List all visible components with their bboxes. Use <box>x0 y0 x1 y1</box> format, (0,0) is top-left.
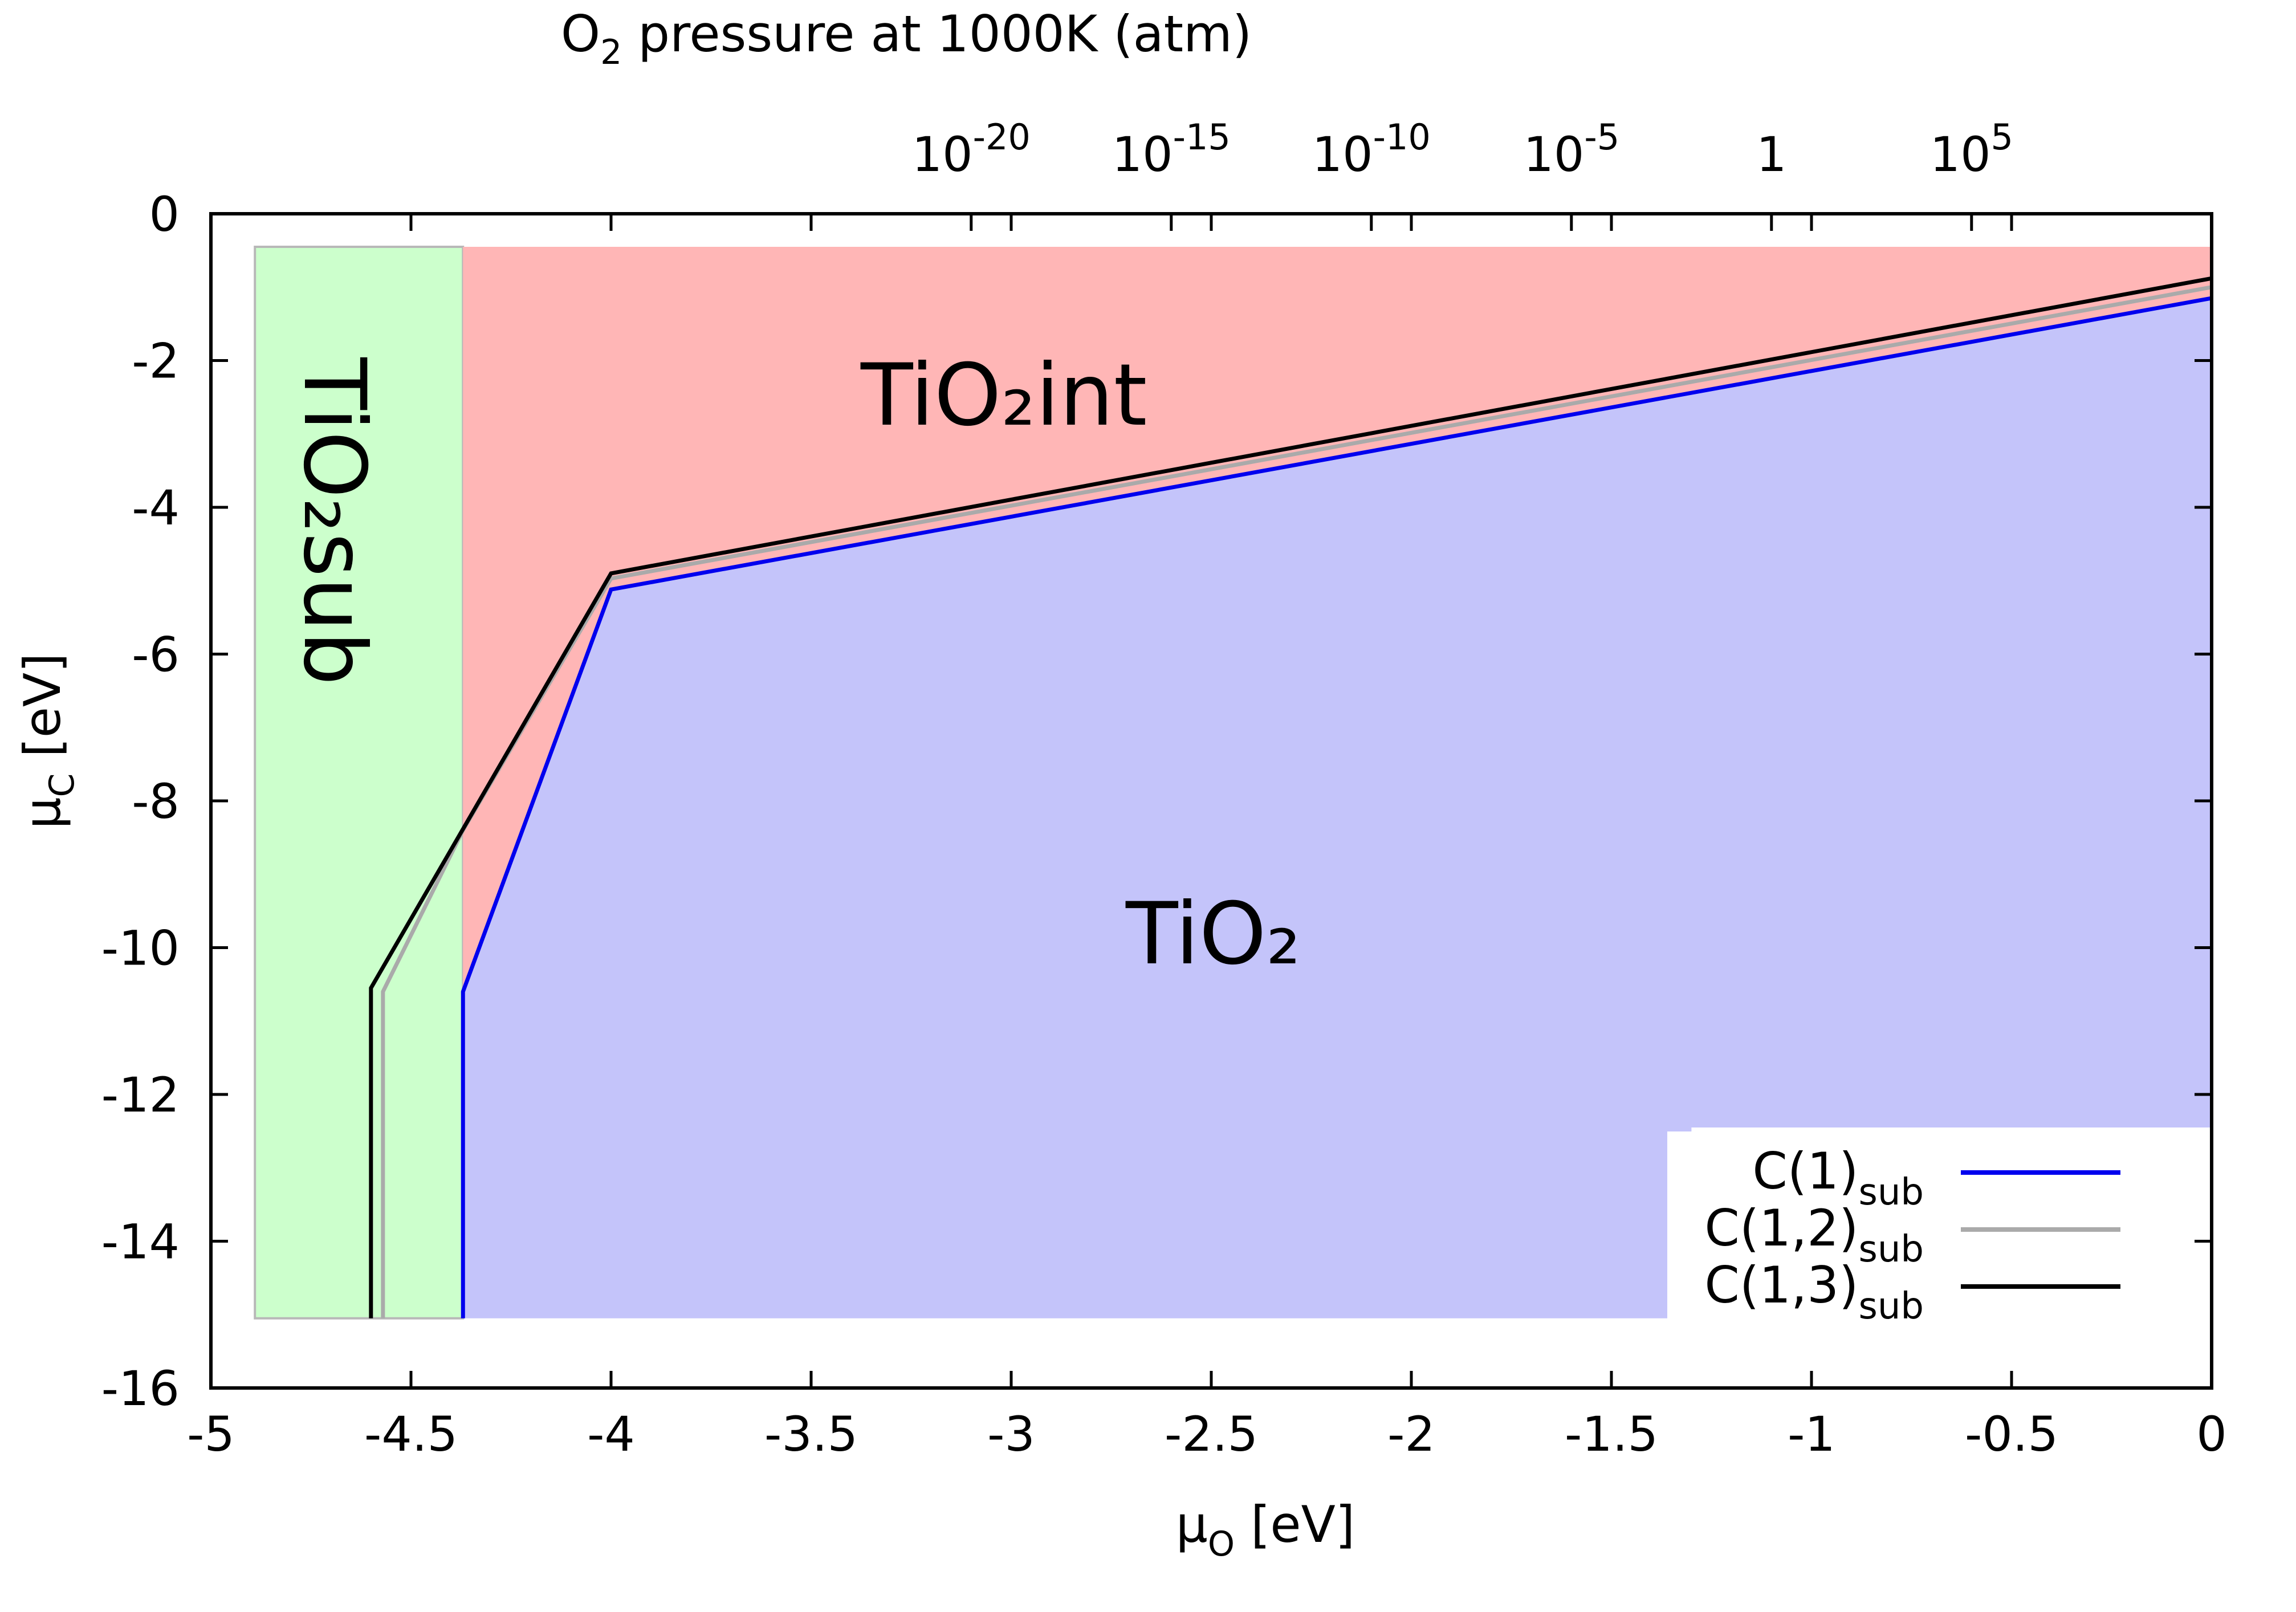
x-tick-label: -1.5 <box>1565 1406 1658 1462</box>
top-tick-exponent: -5 <box>1584 116 1619 158</box>
x-tick-label: -2 <box>1387 1406 1435 1462</box>
y-tick-label: -4 <box>132 480 180 536</box>
top-tick-exponent: -15 <box>1173 116 1231 158</box>
top-tick-base: 10 <box>1112 127 1173 182</box>
top-axis-title: O2 pressure at 1000K (atm) <box>561 5 1252 72</box>
top-axis-ticks: 10-20 10-15 10-10 10-5 1 105 <box>912 116 2013 231</box>
y-tick-label: -12 <box>101 1067 180 1123</box>
x-tick-label: -2.5 <box>1165 1406 1258 1462</box>
y-tick-label: -8 <box>132 774 180 829</box>
top-tick-base: 10 <box>1523 127 1584 182</box>
legend-label-2: C(1,2)sub <box>1704 1199 1924 1271</box>
top-tick-base: 10 <box>912 127 973 182</box>
legend-series-name: C(1) <box>1752 1142 1858 1200</box>
top-tick-base: 10 <box>1312 127 1373 182</box>
phase-regions <box>254 245 2212 1320</box>
series-lines <box>369 276 2212 1318</box>
top-tick-label: 10-15 <box>1112 116 1231 182</box>
region-labels: TiO₂int TiO₂ TiO₂sub <box>284 346 1301 984</box>
y-axis-label: μC [eV] <box>13 653 82 829</box>
legend-label-1: C(1)sub <box>1752 1142 1924 1214</box>
y-tick-label: -14 <box>101 1214 180 1270</box>
series-line-3 <box>369 276 2212 1318</box>
legend-background <box>1667 1131 2212 1391</box>
x-axis-ticks: -5 -4.5 -4 -3.5 -3 -2.5 -2 -1.5 -1 -0.5 0 <box>187 214 2227 1462</box>
region-label-tio2sub: TiO₂sub <box>284 357 384 685</box>
top-tick-base: 10 <box>1930 127 1991 182</box>
legend-background-layer <box>1667 1131 2212 1391</box>
y-tick-label: -16 <box>101 1361 180 1416</box>
x-tick-label: -3.5 <box>764 1406 858 1462</box>
x-tick-label: -3 <box>987 1406 1035 1462</box>
x-tick-label: -5 <box>187 1406 235 1462</box>
top-tick-label: 105 <box>1930 116 2013 182</box>
y-tick-label: -6 <box>132 627 180 683</box>
legend-series-name: C(1,3) <box>1704 1256 1858 1314</box>
legend-label-3: C(1,3)sub <box>1704 1256 1924 1328</box>
legend-series-name: C(1,2) <box>1704 1199 1858 1257</box>
y-axis-ticks: 0 -2 -4 -6 -8 -10 -12 -14 -16 <box>101 186 2212 1416</box>
region-tio2int <box>463 246 2212 992</box>
top-tick-base: 1 <box>1756 127 1786 182</box>
x-tick-label: -1 <box>1788 1406 1835 1462</box>
x-tick-label: 0 <box>2196 1406 2226 1462</box>
top-tick-label: 10-5 <box>1523 116 1619 182</box>
top-tick-label: 1 <box>1756 127 1786 182</box>
x-tick-label: -4 <box>587 1406 635 1462</box>
top-tick-exponent: -10 <box>1373 116 1431 158</box>
region-label-tio2: TiO₂ <box>1125 885 1301 984</box>
top-tick-label: 10-20 <box>912 116 1031 182</box>
y-tick-label: -10 <box>101 921 180 976</box>
y-tick-label: -2 <box>132 333 180 389</box>
legend-series-subscript: sub <box>1858 1228 1924 1271</box>
x-axis-label: μO [eV] <box>1176 1495 1355 1564</box>
legend-series-subscript: sub <box>1858 1285 1924 1328</box>
x-tick-label: -4.5 <box>364 1406 458 1462</box>
top-tick-exponent: 5 <box>1991 116 2013 158</box>
region-tio2 <box>463 298 2212 1318</box>
series-line-1 <box>461 296 2212 1318</box>
region-label-tio2int: TiO₂int <box>860 346 1147 445</box>
top-tick-label: 10-10 <box>1312 116 1431 182</box>
y-tick-label: 0 <box>149 186 180 242</box>
legend-series-subscript: sub <box>1858 1171 1924 1214</box>
top-tick-exponent: -20 <box>973 116 1031 158</box>
x-tick-label: -0.5 <box>1965 1406 2058 1462</box>
